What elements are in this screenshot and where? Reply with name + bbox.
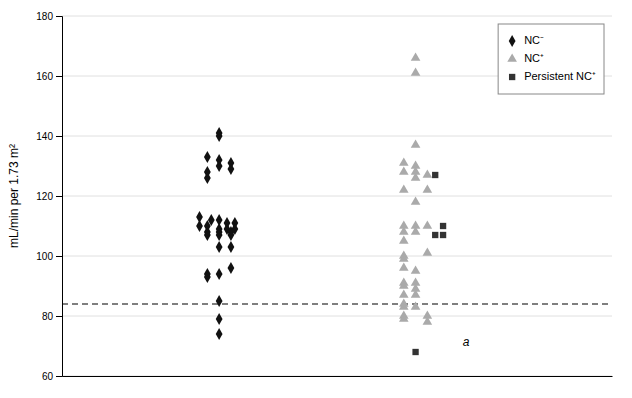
point bbox=[216, 295, 223, 307]
point bbox=[216, 130, 223, 142]
point bbox=[411, 172, 421, 180]
point bbox=[399, 166, 409, 174]
point bbox=[399, 313, 409, 321]
tick-label: 100 bbox=[36, 251, 53, 262]
point bbox=[411, 196, 421, 204]
point bbox=[228, 241, 235, 253]
point bbox=[228, 262, 235, 274]
point bbox=[440, 223, 446, 229]
point bbox=[399, 301, 409, 309]
point bbox=[423, 220, 433, 228]
point bbox=[411, 67, 421, 75]
annotation: a bbox=[463, 335, 470, 349]
grid-line bbox=[62, 16, 612, 17]
tick-label: 80 bbox=[42, 311, 54, 322]
point bbox=[411, 265, 421, 273]
point bbox=[399, 184, 409, 192]
plot: 60 80 100 120 140 160 180 a NC⁻ NC⁺ Persistent NC⁺ bbox=[36, 11, 612, 382]
point bbox=[196, 220, 203, 232]
grid bbox=[62, 16, 612, 376]
tick-label: 120 bbox=[36, 191, 53, 202]
tick-mark bbox=[56, 256, 62, 257]
point bbox=[399, 157, 409, 165]
tick-mark bbox=[56, 16, 62, 17]
x-axis bbox=[63, 376, 613, 377]
point bbox=[423, 247, 433, 255]
point bbox=[412, 349, 418, 355]
point bbox=[399, 235, 409, 243]
tick-mark bbox=[56, 136, 62, 137]
legend-item: NC⁻ bbox=[509, 34, 544, 47]
point bbox=[216, 160, 223, 172]
tick: 60 bbox=[42, 371, 62, 382]
point bbox=[423, 169, 433, 177]
chart: 60 80 100 120 140 160 180 a NC⁻ NC⁺ Persistent NC⁺… bbox=[0, 0, 632, 398]
reference-line bbox=[62, 303, 612, 305]
point bbox=[411, 289, 421, 297]
tick-mark bbox=[56, 196, 62, 197]
series bbox=[399, 52, 432, 324]
point bbox=[216, 241, 223, 253]
y-axis-title: mL/min per 1.73 m² bbox=[7, 144, 21, 248]
point bbox=[411, 139, 421, 147]
point bbox=[411, 301, 421, 309]
legend-label: NC⁺ bbox=[524, 52, 544, 64]
grid-line bbox=[62, 196, 612, 197]
point bbox=[399, 280, 409, 288]
point bbox=[411, 52, 421, 60]
point bbox=[228, 163, 235, 175]
tick: 120 bbox=[36, 191, 62, 202]
grid-line bbox=[62, 316, 612, 317]
legend-label: NC⁻ bbox=[524, 34, 544, 46]
tick: 140 bbox=[36, 131, 62, 142]
legend-symbol bbox=[507, 53, 517, 61]
x-axis-line bbox=[63, 376, 613, 377]
tick-label: 140 bbox=[36, 131, 53, 142]
point bbox=[423, 184, 433, 192]
tick-label: 160 bbox=[36, 71, 53, 82]
point bbox=[432, 232, 438, 238]
legend: NC⁻ NC⁺ Persistent NC⁺ bbox=[498, 24, 604, 94]
legend-box bbox=[498, 24, 604, 94]
point bbox=[423, 316, 433, 324]
tick-label: 60 bbox=[42, 371, 54, 382]
grid-line bbox=[62, 136, 612, 137]
tick-mark bbox=[56, 76, 62, 77]
legend-symbol bbox=[509, 74, 515, 80]
grid-line bbox=[62, 256, 612, 257]
point bbox=[216, 328, 223, 340]
point bbox=[228, 229, 235, 241]
point bbox=[216, 268, 223, 280]
point bbox=[216, 229, 223, 241]
tick: 100 bbox=[36, 251, 62, 262]
series bbox=[196, 127, 238, 340]
point bbox=[216, 313, 223, 325]
point bbox=[204, 151, 211, 163]
tick-mark bbox=[56, 376, 62, 377]
tick: 160 bbox=[36, 71, 62, 82]
point bbox=[399, 226, 409, 234]
legend-item: NC⁺ bbox=[507, 52, 544, 64]
point bbox=[432, 172, 438, 178]
point bbox=[204, 172, 211, 184]
point bbox=[399, 253, 409, 261]
y-axis-line bbox=[56, 17, 63, 377]
series bbox=[412, 172, 446, 355]
legend-label: Persistent NC⁺ bbox=[524, 70, 596, 82]
grid-line bbox=[62, 376, 612, 377]
tick: 180 bbox=[36, 11, 62, 22]
legend-symbol bbox=[509, 35, 516, 47]
tick-mark bbox=[56, 316, 62, 317]
marks bbox=[62, 52, 612, 355]
legend-item: Persistent NC⁺ bbox=[509, 70, 596, 82]
point bbox=[399, 289, 409, 297]
point bbox=[204, 229, 211, 241]
point bbox=[399, 262, 409, 270]
point bbox=[204, 271, 211, 283]
point bbox=[440, 232, 446, 238]
point bbox=[411, 226, 421, 234]
tick: 80 bbox=[42, 311, 62, 322]
y-axis: 60 80 100 120 140 160 180 bbox=[36, 11, 62, 382]
tick-label: 180 bbox=[36, 11, 53, 22]
